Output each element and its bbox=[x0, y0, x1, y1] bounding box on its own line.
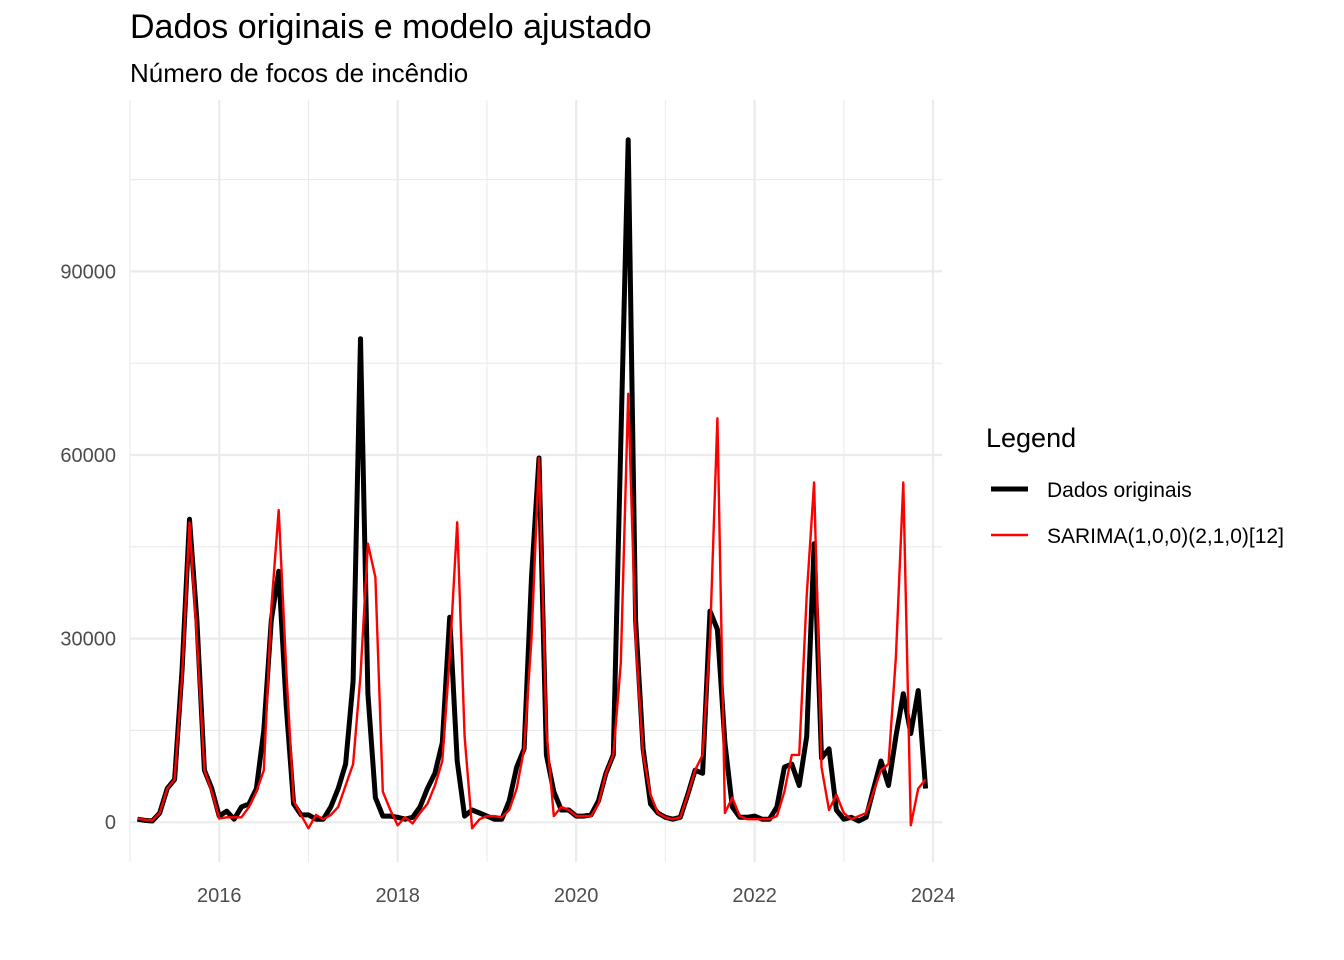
grid-layer bbox=[129, 100, 942, 862]
y-tick-label: 90000 bbox=[60, 261, 116, 283]
series-layer bbox=[137, 137, 929, 830]
y-tick-label: 30000 bbox=[60, 629, 116, 651]
x-tick-label: 2018 bbox=[375, 885, 420, 907]
x-tick-label: 2016 bbox=[197, 885, 242, 907]
legend-title: Legend bbox=[986, 423, 1076, 453]
legend: Legend Dados originais SARIMA(1,0,0)(2,1… bbox=[986, 423, 1284, 548]
y-tick-label: 60000 bbox=[60, 445, 116, 467]
x-tick-label: 2022 bbox=[732, 885, 777, 907]
legend-label-sarima: SARIMA(1,0,0)(2,1,0)[12] bbox=[1047, 525, 1284, 548]
chart-subtitle: Número de focos de incêndio bbox=[130, 58, 469, 88]
series-line-sarima bbox=[137, 392, 927, 830]
y-tick-label: 0 bbox=[105, 812, 116, 834]
axis-layer: 0 30000 60000 90000 2016 2018 2020 2022 2024 bbox=[60, 261, 955, 907]
series-line-dados-originais bbox=[137, 137, 929, 824]
x-tick-label: 2020 bbox=[554, 885, 599, 907]
legend-label-dados-originais: Dados originais bbox=[1047, 479, 1192, 502]
x-tick-label: 2024 bbox=[911, 885, 956, 907]
chart-title: Dados originais e modelo ajustado bbox=[130, 8, 652, 46]
